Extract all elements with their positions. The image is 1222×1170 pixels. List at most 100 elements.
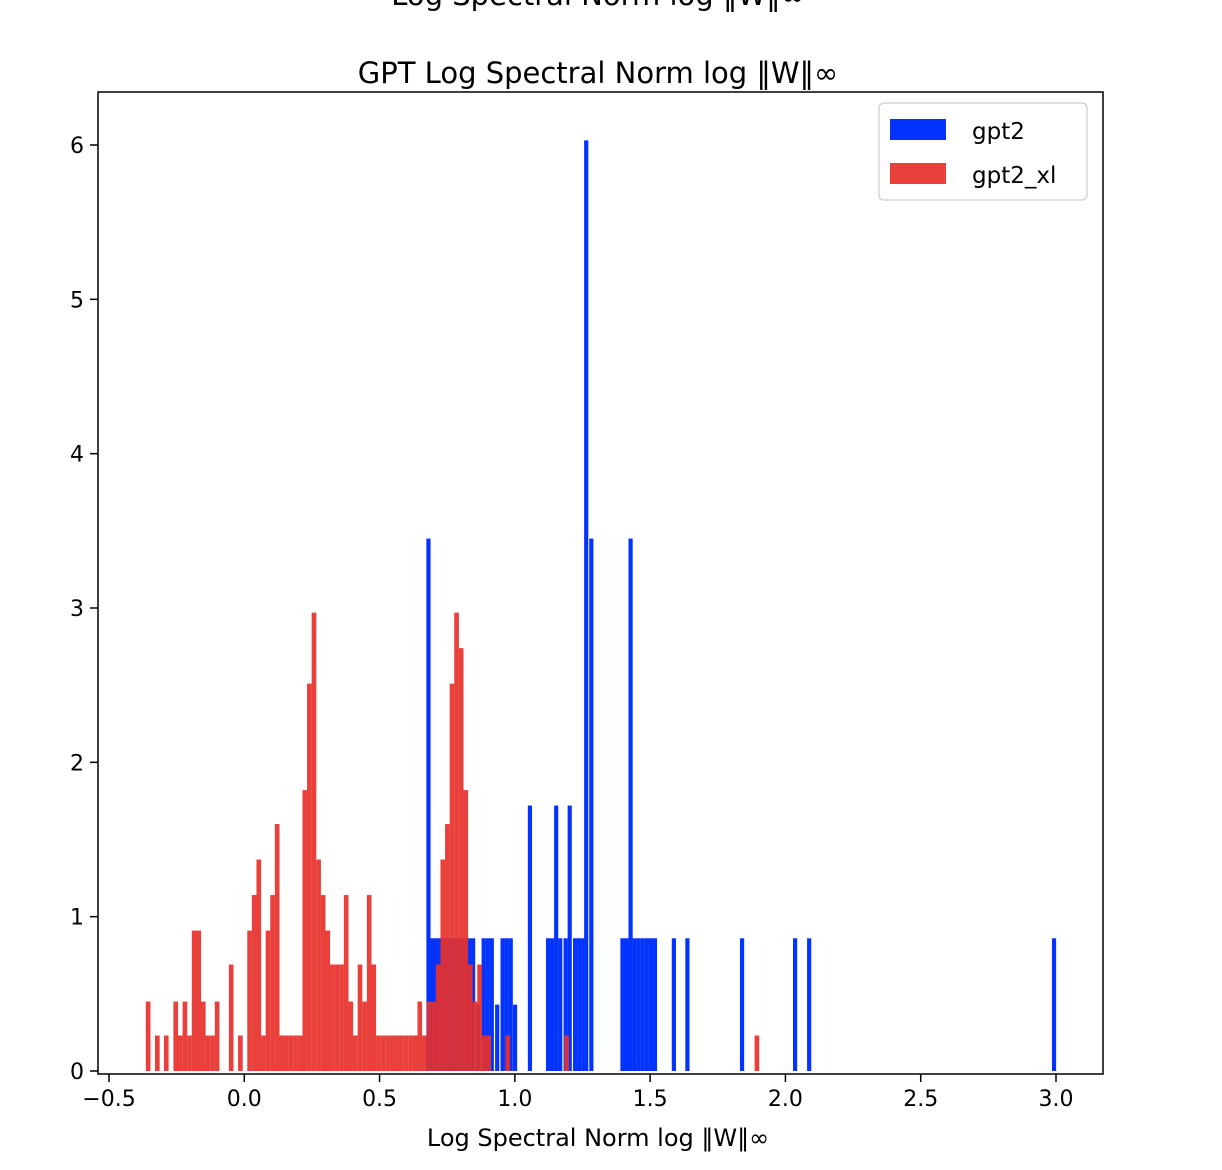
bar-gpt2-xl-6	[187, 1035, 192, 1071]
bar-gpt2-xl-3	[173, 1001, 179, 1071]
bar-gpt2-39	[644, 938, 649, 1071]
bar-gpt2-xl-27	[302, 790, 308, 1071]
bar-gpt2-42	[671, 938, 676, 1071]
bar-gpt2-xl-32	[325, 930, 331, 1071]
bar-gpt2-xl-14	[238, 1035, 243, 1071]
legend-swatch-gpt2	[890, 119, 946, 140]
y-tick-label: 0	[70, 1060, 84, 1085]
bar-gpt2-xl-19	[265, 930, 271, 1071]
bar-gpt2-xl-69	[564, 1035, 570, 1071]
chart-title: GPT Log Spectral Norm log ‖W‖∞	[358, 56, 838, 90]
bar-gpt2-xl-70	[754, 1035, 760, 1071]
bar-gpt2-23	[550, 938, 555, 1071]
bar-gpt2-20	[512, 1004, 518, 1071]
bar-gpt2-xl-66	[481, 1035, 487, 1071]
bar-gpt2-xl-13	[228, 964, 234, 1071]
bar-gpt2-26	[563, 938, 568, 1071]
y-tick-label: 4	[70, 443, 84, 468]
bar-gpt2-25	[558, 938, 563, 1071]
bar-gpt2-xl-41	[366, 895, 372, 1071]
bar-gpt2-22	[545, 938, 551, 1071]
bar-gpt2-xl-21	[274, 824, 280, 1071]
bar-gpt2-28	[573, 938, 578, 1071]
legend-swatch-gpt2-xl	[890, 163, 946, 184]
bar-gpt2-xl-17	[256, 859, 262, 1071]
x-tick-label: 3.0	[1039, 1087, 1074, 1112]
bar-gpt2-xl-5	[182, 1001, 188, 1071]
series-gpt2-bars	[426, 140, 1057, 1071]
bar-gpt2-45	[793, 938, 798, 1071]
bar-gpt2-43	[685, 938, 690, 1071]
bar-gpt2-29	[577, 938, 582, 1071]
x-tick-label: 2.0	[768, 1087, 803, 1112]
bar-gpt2-xl-55	[431, 1001, 436, 1071]
bar-gpt2-xl-52	[417, 1001, 423, 1071]
bar-gpt2-xl-29	[311, 612, 317, 1071]
bar-gpt2-xl-2	[163, 1035, 169, 1071]
bar-gpt2-xl-64	[472, 1001, 478, 1071]
bar-gpt2-xl-45	[385, 1035, 390, 1071]
x-tick-label: 0.5	[362, 1087, 397, 1112]
bar-gpt2-21	[527, 805, 533, 1071]
bar-gpt2-xl-49	[403, 1035, 409, 1071]
bar-gpt2-33	[620, 938, 625, 1071]
bar-gpt2-15	[489, 938, 494, 1071]
bar-gpt2-xl-46	[389, 1035, 395, 1071]
bar-gpt2-xl-16	[251, 895, 257, 1071]
bar-gpt2-37	[636, 938, 641, 1071]
cropped-header-text: Log Spectral Norm log ‖W‖∞	[391, 0, 805, 12]
bar-gpt2-16	[495, 1004, 500, 1071]
bar-gpt2-xl-44	[380, 1035, 386, 1071]
bar-gpt2-xl-43	[376, 1035, 381, 1071]
bar-gpt2-xl-40	[362, 1001, 367, 1071]
x-tick-label: 0.0	[227, 1087, 262, 1112]
bar-gpt2-xl-59	[449, 683, 455, 1071]
bar-gpt2-30	[581, 938, 586, 1071]
bar-gpt2-xl-1	[155, 1035, 160, 1071]
bar-gpt2-19	[508, 938, 513, 1071]
bar-gpt2-xl-34	[334, 964, 340, 1071]
bar-gpt2-xl-23	[284, 1035, 289, 1071]
x-axis-label: Log Spectral Norm log ‖W‖∞	[427, 1124, 769, 1152]
bar-gpt2-xl-50	[408, 1035, 413, 1071]
bar-gpt2-xl-53	[422, 1035, 427, 1071]
y-tick-label: 2	[70, 751, 84, 776]
bar-gpt2-xl-18	[261, 1035, 266, 1071]
bar-gpt2-xl-31	[320, 895, 326, 1071]
bar-gpt2-0	[426, 538, 431, 1071]
bar-gpt2-xl-67	[486, 1035, 492, 1071]
bar-gpt2-xl-60	[454, 612, 459, 1071]
bar-gpt2-47	[1051, 938, 1057, 1071]
bar-gpt2-xl-24	[288, 1035, 294, 1071]
bar-gpt2-xl-0	[145, 1001, 151, 1071]
bar-gpt2-xl-12	[214, 1001, 220, 1071]
bar-gpt2-xl-63	[468, 964, 473, 1071]
bar-gpt2-44	[739, 938, 745, 1071]
x-tick-label: −0.5	[82, 1087, 135, 1112]
bar-gpt2-13	[481, 938, 486, 1071]
bar-gpt2-xl-65	[477, 964, 482, 1071]
bar-gpt2-xl-28	[307, 683, 312, 1071]
bar-gpt2-xl-7	[191, 930, 197, 1071]
y-tick-label: 1	[70, 906, 84, 931]
bar-gpt2-32	[589, 538, 594, 1071]
bar-gpt2-31	[584, 140, 589, 1071]
bar-gpt2-xl-8	[196, 930, 202, 1071]
y-tick-label: 5	[70, 288, 84, 313]
bar-gpt2-xl-22	[279, 1035, 285, 1071]
bar-gpt2-xl-39	[357, 964, 363, 1071]
bar-gpt2-38	[640, 938, 645, 1071]
legend-label-gpt2-xl: gpt2_xl	[972, 163, 1056, 189]
bar-gpt2-xl-33	[330, 964, 335, 1071]
bar-gpt2-xl-10	[205, 1035, 211, 1071]
bar-gpt2-34	[624, 938, 629, 1071]
bar-gpt2-xl-47	[394, 1035, 400, 1071]
y-tick-label: 3	[70, 597, 84, 622]
x-tick-label: 1.0	[497, 1087, 532, 1112]
bar-gpt2-35	[628, 538, 633, 1071]
bar-gpt2-xl-48	[399, 1035, 404, 1071]
bar-gpt2-xl-57	[440, 859, 446, 1071]
bar-gpt2-14	[485, 938, 490, 1071]
bars-layer	[145, 140, 1057, 1071]
bar-gpt2-46	[807, 938, 812, 1071]
